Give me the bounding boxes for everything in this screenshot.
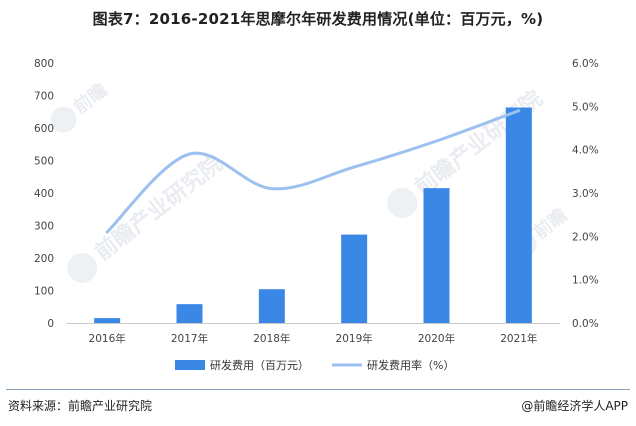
watermark-logo-icon (50, 106, 77, 133)
legend-bar-swatch (175, 360, 205, 370)
y-tick-label: 0 (47, 318, 54, 330)
bar (341, 234, 368, 323)
bar (423, 188, 450, 323)
x-tick-label: 2018年 (253, 332, 290, 345)
line-path (105, 109, 521, 234)
bar (94, 318, 121, 323)
legend: 研发费用（百万元） 研发费用率（%） (175, 358, 454, 372)
y-tick-label: 300 (34, 221, 54, 233)
bar (258, 289, 285, 323)
y2-tick-label: 5.0% (572, 101, 599, 113)
bar (176, 304, 203, 323)
x-tick-label: 2016年 (89, 332, 126, 345)
x-tick-label: 2021年 (500, 332, 537, 345)
y-axis-right: 0.0% 1.0% 2.0% 3.0% 4.0% 5.0% 6.0% (572, 58, 599, 330)
y-tick-label: 600 (34, 123, 54, 135)
y-axis-left: 0 100 200 300 400 500 600 700 800 (34, 58, 54, 330)
page-title: 图表7：2016-2021年思摩尔年研发费用情况(单位：百万元，%) (92, 10, 544, 28)
x-tick-label: 2017年 (171, 332, 208, 345)
watermark: 前瞻产业研究院 (67, 151, 227, 283)
source-note: 资料来源：前瞻产业研究院 (8, 399, 153, 413)
legend-bar-label: 研发费用（百万元） (210, 358, 309, 372)
y2-tick-label: 3.0% (572, 188, 599, 200)
y-tick-label: 500 (34, 156, 54, 168)
bar (505, 107, 532, 324)
y2-tick-label: 6.0% (572, 58, 599, 70)
y-tick-label: 800 (34, 58, 54, 70)
watermark: 前瞻 (50, 79, 111, 133)
watermark-logo-icon (67, 252, 98, 283)
watermark-text: 前瞻 (529, 204, 571, 244)
x-tick-label: 2019年 (336, 332, 373, 345)
x-tick-label: 2020年 (418, 332, 455, 345)
x-axis: 2016年 2017年 2018年 2019年 2020年 2021年 (89, 332, 538, 345)
y2-tick-label: 1.0% (572, 275, 599, 287)
legend-line-label: 研发费用率（%） (367, 358, 454, 372)
y2-tick-label: 2.0% (572, 231, 599, 243)
line-series (105, 109, 521, 234)
y2-tick-label: 0.0% (572, 318, 599, 330)
bar-series (94, 107, 532, 324)
credit-note: @前瞻经济学人APP (521, 399, 628, 413)
y-tick-label: 700 (34, 91, 54, 103)
footer-separator (6, 389, 630, 390)
watermark-text: 前瞻 (69, 79, 111, 119)
watermark-logo-icon (387, 187, 418, 218)
y-tick-label: 200 (34, 253, 54, 265)
y-tick-label: 100 (34, 286, 54, 298)
watermark-text: 前瞻产业研究院 (90, 151, 227, 266)
y2-tick-label: 4.0% (572, 145, 599, 157)
y-tick-label: 400 (34, 188, 54, 200)
